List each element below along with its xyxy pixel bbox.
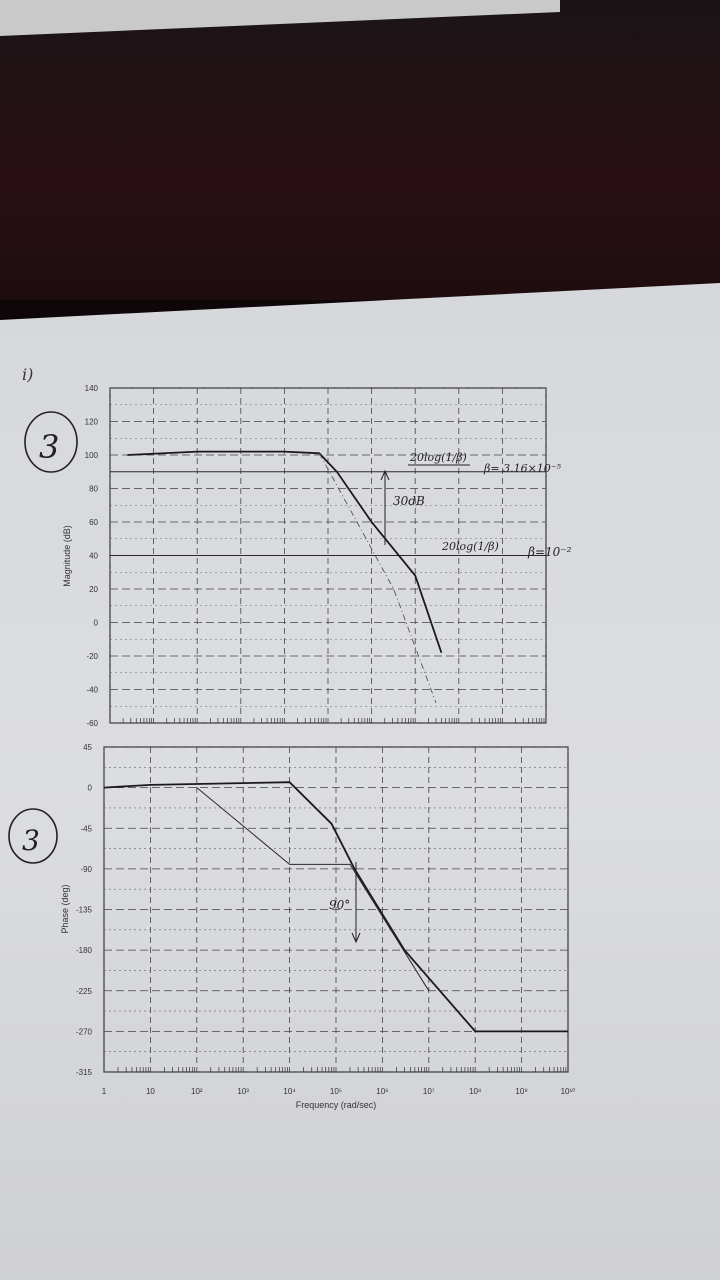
beta-upper: β= 3.16×10⁻⁵	[483, 462, 562, 475]
beta-lower: β=10⁻²	[527, 545, 572, 559]
magnitude-gap-arrowhead	[380, 469, 390, 481]
label-upper: 20log(1/β)	[409, 451, 467, 464]
phase-y-ticks: 45 0 -45 -90 -135 -180 -225 -270 -315	[76, 743, 93, 1077]
y-tick-label: -315	[76, 1068, 93, 1077]
x-tick-label: 10²	[191, 1087, 203, 1096]
x-tick-label: 10¹⁰	[561, 1087, 576, 1096]
magnitude-ylabel: Magnitude (dB)	[62, 525, 72, 587]
label-lower: 20log(1/β)	[441, 540, 499, 553]
y-tick-label: -60	[86, 719, 98, 728]
series-line	[103, 781, 568, 1033]
gap-label-magnitude: 30dB	[393, 494, 425, 508]
circle-top	[24, 411, 78, 473]
problem-number-top: 3	[39, 428, 59, 466]
phase-lines	[103, 781, 568, 1033]
y-tick-label: 120	[85, 418, 99, 427]
y-tick-label: -45	[80, 824, 92, 833]
x-tick-label: 10⁵	[330, 1087, 342, 1096]
y-tick-label: 140	[85, 384, 99, 393]
y-tick-label: -225	[76, 987, 93, 996]
magnitude-lines	[110, 450, 546, 704]
top-paper-edge	[0, 0, 560, 36]
y-tick-label: 40	[89, 552, 98, 561]
y-tick-label: 45	[83, 743, 92, 752]
series-line	[127, 450, 443, 653]
problem-number-bottom: 3	[22, 824, 40, 857]
phase-ylabel: Phase (deg)	[60, 884, 70, 933]
y-tick-label: 0	[94, 619, 99, 628]
x-tick-label: 10⁹	[515, 1087, 527, 1096]
magnitude-chart: 140 120 100 80 60 40 20 0 -20 -40 -60 Magnitude (d…	[62, 384, 572, 728]
y-tick-label: -270	[76, 1027, 93, 1036]
phase-x-ticks: 1 10 10² 10³ 10⁴ 10⁵ 10⁶ 10⁷ 10⁸ 10⁹ 10¹⁰	[102, 1087, 576, 1096]
magnitude-grid	[109, 387, 547, 724]
series-line	[318, 453, 437, 704]
y-tick-label: -90	[80, 865, 92, 874]
x-tick-label: 10⁴	[283, 1087, 296, 1096]
y-tick-label: -180	[76, 946, 93, 955]
y-tick-label: 80	[89, 485, 98, 494]
gap-label-phase: 90°	[329, 898, 350, 912]
series-line	[196, 787, 430, 992]
x-tick-label: 10	[146, 1087, 155, 1096]
x-tick-label: 10⁸	[469, 1087, 481, 1096]
paper-sheet	[0, 283, 720, 1280]
y-tick-label: 20	[89, 585, 98, 594]
corner-note: i)	[22, 365, 33, 384]
y-tick-label: 0	[88, 784, 93, 793]
desk-background	[0, 0, 720, 300]
phase-chart: 450-45-90-135-180-225-270-315 1 10 10² 10³ 1…	[60, 743, 575, 1110]
y-tick-label: -135	[76, 906, 93, 915]
x-tick-label: 1	[102, 1087, 107, 1096]
y-tick-label: -20	[86, 652, 98, 661]
phase-xlabel: Frequency (rad/sec)	[296, 1100, 377, 1110]
phase-gap-arrowhead	[351, 932, 361, 944]
magnitude-y-ticks: 140 120 100 80 60 40 20 0 -20 -40 -60	[85, 384, 99, 728]
x-tick-label: 10³	[237, 1087, 249, 1096]
y-tick-label: -40	[86, 686, 98, 695]
x-tick-label: 10⁶	[376, 1087, 388, 1096]
y-tick-label: 60	[89, 518, 98, 527]
y-tick-label: 100	[85, 451, 99, 460]
circle-bottom	[8, 808, 58, 864]
x-tick-label: 10⁷	[423, 1087, 435, 1096]
